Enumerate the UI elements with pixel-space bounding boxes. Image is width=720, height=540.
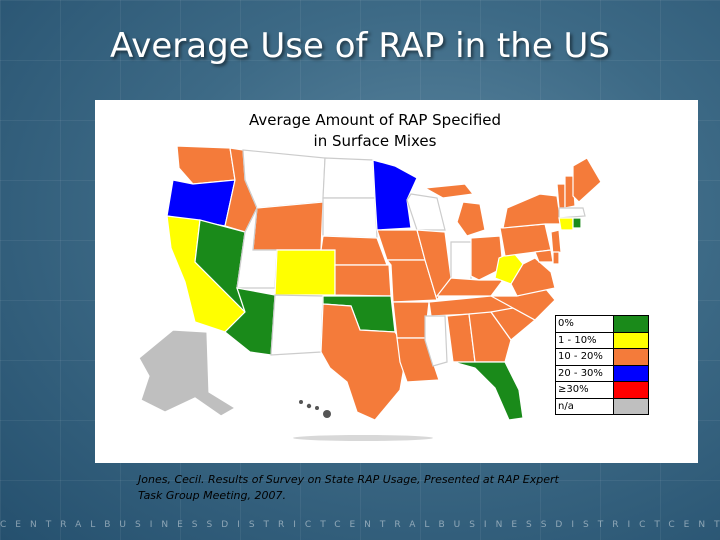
state-georgia — [468, 311, 512, 363]
state-michigan — [456, 201, 486, 237]
state-florida — [452, 361, 524, 421]
slide-title: Average Use of RAP in the US — [109, 26, 611, 66]
state-ohio — [470, 235, 504, 281]
legend-swatch-0 — [614, 316, 648, 332]
state-wyoming — [252, 201, 324, 251]
legend-row-3: 20 - 30% — [556, 365, 648, 382]
state-hawaii — [299, 400, 331, 418]
legend-label-4: ≥30% — [556, 382, 614, 398]
state-kansas — [334, 264, 392, 297]
state-montana — [242, 149, 326, 209]
legend-label-3: 20 - 30% — [556, 365, 614, 381]
legend-swatch-5 — [614, 398, 648, 414]
legend-row-5: n/a — [556, 398, 648, 414]
state-new-mexico — [270, 294, 324, 356]
state-michigan-upper — [423, 183, 475, 199]
state-minnesota — [372, 159, 418, 231]
state-washington — [176, 145, 236, 185]
footer-watermark: CENTRALBUSINESSDISTRICTCENTRALBUSINESSDI… — [0, 520, 720, 530]
state-delaware — [552, 251, 560, 265]
state-arkansas — [392, 301, 430, 339]
map-heading-line2: in Surface Mixes — [313, 132, 437, 150]
map-panel: Average Amount of RAP Specified in Surfa… — [95, 100, 698, 463]
legend-label-1: 1 - 10% — [556, 332, 614, 348]
state-wisconsin — [406, 193, 446, 231]
legend-swatch-3 — [614, 365, 648, 381]
map-heading-line1: Average Amount of RAP Specified — [248, 111, 502, 129]
legend-swatch-4 — [614, 382, 648, 398]
legend-label-0: 0% — [556, 316, 614, 332]
map-shadow — [293, 435, 433, 441]
legend-row-4: ≥30% — [556, 382, 648, 399]
state-colorado — [274, 249, 336, 296]
map-heading: Average Amount of RAP Specified in Surfa… — [95, 110, 655, 152]
legend-label-2: 10 - 20% — [556, 349, 614, 365]
state-missouri — [385, 259, 438, 303]
state-indiana — [450, 241, 472, 283]
legend-swatch-1 — [614, 332, 648, 348]
legend-row-1: 1 - 10% — [556, 332, 648, 349]
state-vermont — [556, 183, 566, 209]
state-new-york — [502, 193, 562, 229]
state-north-dakota — [322, 157, 376, 199]
us-rap-map — [138, 145, 602, 441]
state-texas — [320, 303, 408, 421]
state-massachusetts — [558, 207, 586, 219]
legend-row-0: 0% — [556, 316, 648, 333]
state-rhode-island — [572, 217, 582, 229]
state-south-dakota — [322, 197, 378, 239]
state-kentucky — [435, 277, 505, 297]
state-virginia — [510, 257, 556, 297]
state-maryland — [534, 249, 554, 263]
state-alaska — [138, 329, 237, 417]
map-legend: 0% 1 - 10% 10 - 20% 20 - 30% ≥30% n/a — [555, 315, 649, 415]
legend-swatch-2 — [614, 349, 648, 365]
legend-label-5: n/a — [556, 398, 614, 414]
legend-row-2: 10 - 20% — [556, 349, 648, 366]
source-citation: Jones, Cecil. Results of Survey on State… — [138, 473, 559, 502]
state-maine — [572, 157, 602, 203]
state-new-jersey — [550, 229, 562, 257]
state-connecticut — [558, 217, 574, 231]
state-mississippi — [424, 315, 448, 367]
